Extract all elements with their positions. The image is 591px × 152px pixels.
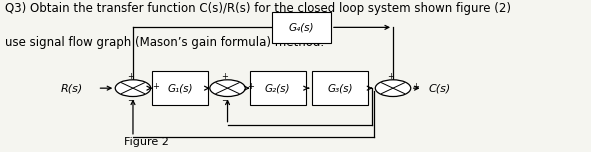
Text: use signal flow graph (Mason’s gain formula) method.: use signal flow graph (Mason’s gain form… <box>5 36 324 50</box>
Text: Figure 2: Figure 2 <box>124 137 169 147</box>
FancyBboxPatch shape <box>249 71 306 105</box>
Text: +: + <box>152 82 160 91</box>
Text: G₁(s): G₁(s) <box>167 83 193 93</box>
FancyBboxPatch shape <box>272 12 331 43</box>
Text: G₄(s): G₄(s) <box>288 22 314 32</box>
Text: −: − <box>127 97 134 105</box>
Text: −: − <box>222 97 228 105</box>
Ellipse shape <box>210 80 245 97</box>
Text: +: + <box>222 72 228 81</box>
FancyBboxPatch shape <box>312 71 368 105</box>
Ellipse shape <box>375 80 411 97</box>
FancyBboxPatch shape <box>152 71 209 105</box>
Text: G₃(s): G₃(s) <box>327 83 353 93</box>
Text: C(s): C(s) <box>428 83 451 93</box>
Text: +: + <box>413 82 420 91</box>
Text: R(s): R(s) <box>60 83 83 93</box>
Ellipse shape <box>115 80 151 97</box>
Text: +: + <box>387 72 394 81</box>
Text: +: + <box>247 82 254 91</box>
Text: G₂(s): G₂(s) <box>265 83 291 93</box>
Text: +: + <box>127 72 134 81</box>
Text: Q3) Obtain the transfer function C(s)/R(s) for the closed loop system shown figu: Q3) Obtain the transfer function C(s)/R(… <box>5 2 511 15</box>
